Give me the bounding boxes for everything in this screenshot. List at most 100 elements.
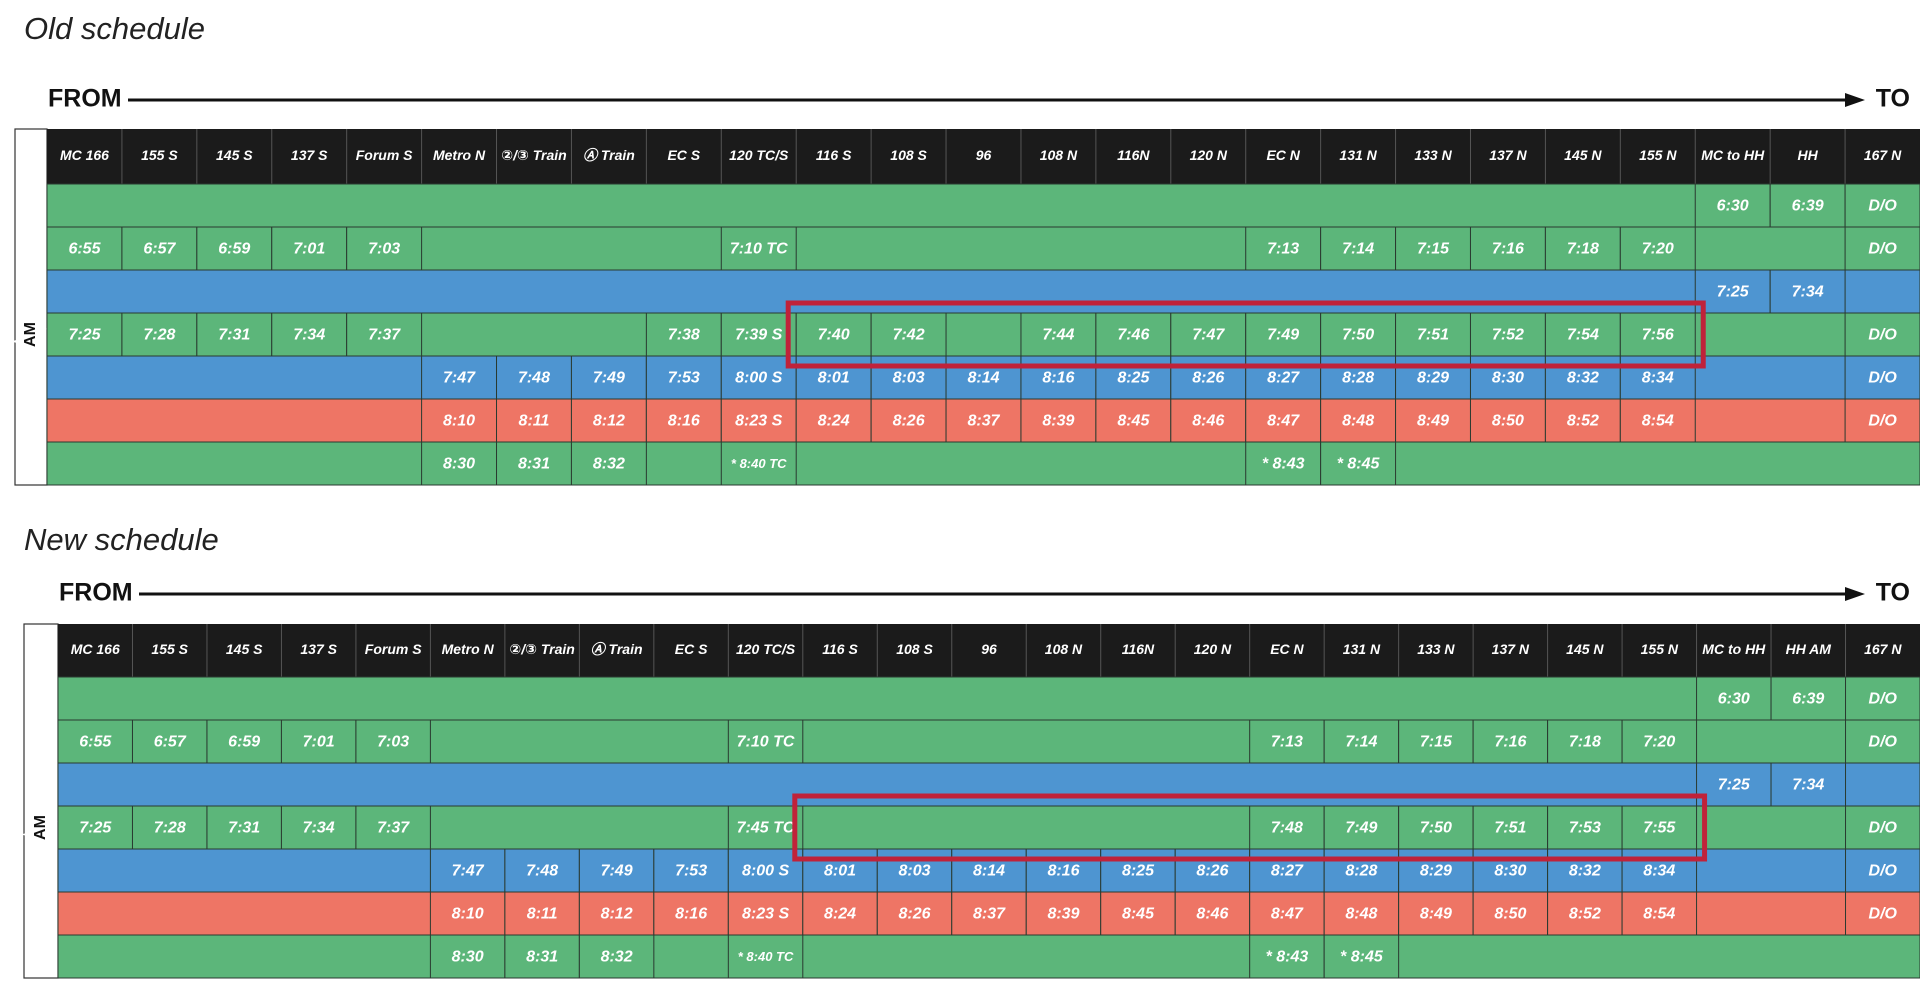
time-cell <box>206 805 282 850</box>
from-label: FROM <box>48 85 122 113</box>
time-text: 8:39 <box>1047 906 1079 923</box>
column-header: ②/③ Train <box>501 147 566 163</box>
time-text: 7:13 <box>1267 241 1299 258</box>
time-cell <box>1619 226 1696 271</box>
time-cell <box>870 355 947 400</box>
time-cell <box>1170 398 1247 443</box>
time-text: 8:11 <box>519 413 550 430</box>
time-cell <box>1472 891 1549 936</box>
schedule-title: Old schedule <box>24 11 205 46</box>
time-text: 8:25 <box>1122 863 1155 880</box>
side-box <box>23 623 59 979</box>
time-cell <box>645 312 722 357</box>
time-text: 8:31 <box>526 949 558 966</box>
time-text: 7:53 <box>675 863 707 880</box>
time-text: 8:00 S <box>735 370 782 387</box>
time-cell <box>1025 848 1102 893</box>
time-cell <box>1249 934 1325 979</box>
side-box <box>14 128 48 486</box>
time-text: 7:15 <box>1420 734 1453 751</box>
time-cell <box>57 805 133 850</box>
time-cell <box>1845 848 1920 893</box>
column-header: 116N <box>1122 641 1155 657</box>
column-header: HH AM <box>1786 641 1832 657</box>
schedule-title: New schedule <box>24 522 219 557</box>
time-text: 7:49 <box>601 863 633 880</box>
time-text: 6:57 <box>143 241 176 258</box>
time-cell <box>1245 441 1322 486</box>
time-text: D/O <box>1869 734 1898 751</box>
time-cell <box>355 719 431 764</box>
time-text: 8:50 <box>1494 906 1526 923</box>
time-text: 7:18 <box>1567 241 1599 258</box>
time-text: 7:52 <box>1492 327 1524 344</box>
time-cell <box>720 355 797 400</box>
time-cell <box>496 441 572 486</box>
highlight-box <box>785 300 1706 369</box>
time-text: 7:14 <box>1345 734 1377 751</box>
time-cell <box>720 226 797 271</box>
time-text: 8:26 <box>1192 370 1224 387</box>
time-text: 6:57 <box>154 734 187 751</box>
time-cell <box>1844 398 1920 443</box>
time-cell <box>870 312 947 357</box>
column-header: 120 N <box>1190 147 1228 163</box>
column-header: 108 N <box>1040 147 1078 163</box>
row-band <box>46 441 1920 486</box>
column-header: 108 N <box>1045 641 1083 657</box>
time-cell <box>1320 226 1397 271</box>
time-text: 7:16 <box>1492 241 1524 258</box>
time-cell <box>1544 398 1621 443</box>
column-header: 116 S <box>822 641 858 657</box>
time-text: 8:14 <box>967 370 999 387</box>
time-text: 7:46 <box>1117 327 1149 344</box>
time-text: 8:27 <box>1271 863 1304 880</box>
time-cell <box>46 226 123 271</box>
time-cell <box>727 719 804 764</box>
time-cell <box>429 891 506 936</box>
time-text: 8:31 <box>518 456 550 473</box>
time-cell <box>1621 805 1698 850</box>
time-text: 8:28 <box>1345 863 1377 880</box>
time-cell <box>1469 312 1546 357</box>
column-header: 155 N <box>1641 641 1679 657</box>
time-cell <box>1621 848 1698 893</box>
time-cell <box>1621 719 1698 764</box>
time-text: 7:48 <box>526 863 558 880</box>
time-cell <box>271 312 348 357</box>
time-cell <box>1249 891 1325 936</box>
time-text: 8:11 <box>527 906 558 923</box>
time-text: 8:16 <box>668 413 700 430</box>
time-cell <box>727 934 804 979</box>
time-text: 7:56 <box>1642 327 1674 344</box>
time-cell <box>1095 355 1172 400</box>
time-text: 8:12 <box>593 413 625 430</box>
time-text: 7:25 <box>1718 777 1751 794</box>
column-header: 167 N <box>1864 147 1902 163</box>
time-text: 7:34 <box>303 820 335 837</box>
time-text: 8:37 <box>973 906 1006 923</box>
time-cell <box>1619 355 1696 400</box>
time-text: D/O <box>1868 370 1897 387</box>
time-cell <box>421 441 498 486</box>
time-text: 7:48 <box>518 370 550 387</box>
time-cell <box>653 848 729 893</box>
time-cell <box>1621 891 1698 936</box>
time-text: D/O <box>1868 327 1897 344</box>
time-cell <box>1398 848 1474 893</box>
column-header: 108 S <box>896 641 933 657</box>
time-cell <box>1845 891 1920 936</box>
time-text: 7:39 S <box>735 327 782 344</box>
column-header: 120 TC/S <box>729 147 789 163</box>
time-text: 7:37 <box>377 820 410 837</box>
column-header: 120 TC/S <box>736 641 796 657</box>
time-cell <box>1845 805 1920 850</box>
time-text: 8:16 <box>675 906 707 923</box>
time-text: 7:50 <box>1342 327 1374 344</box>
column-header: 133 N <box>1417 641 1455 657</box>
time-text: 8:39 <box>1042 413 1074 430</box>
time-cell <box>870 398 947 443</box>
time-text: 8:47 <box>1267 413 1300 430</box>
time-text: * 8:45 <box>1337 456 1381 473</box>
column-header: Ⓐ Train <box>591 641 643 657</box>
